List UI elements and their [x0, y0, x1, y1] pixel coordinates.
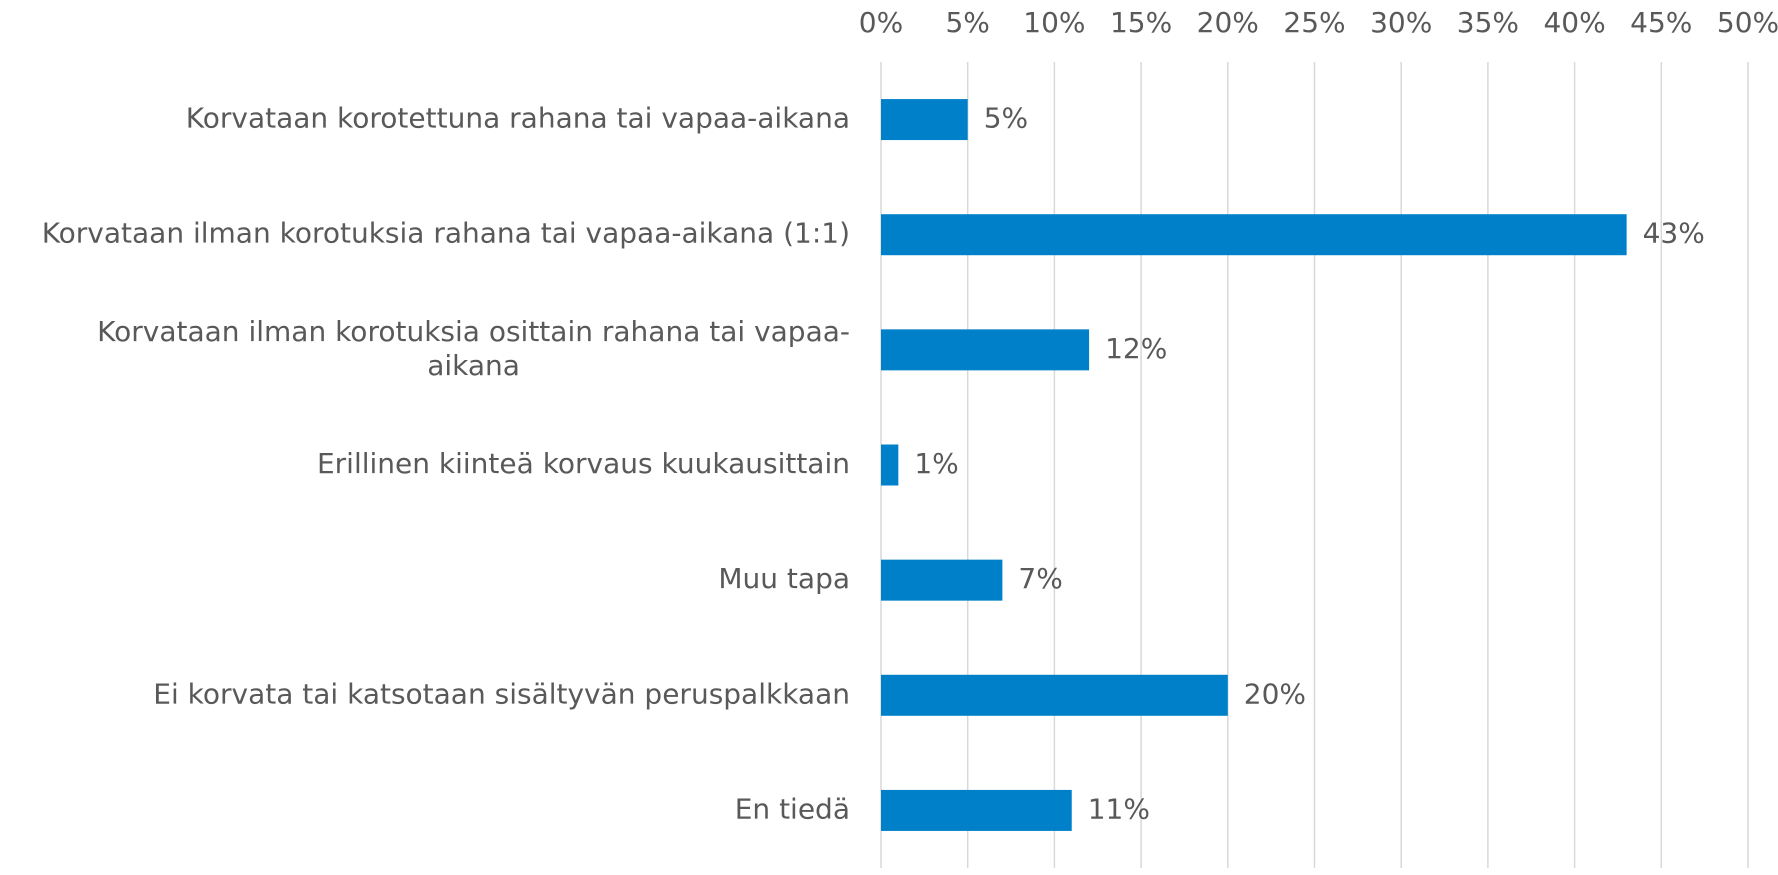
- category-label: Korvataan ilman korotuksia osittain raha…: [97, 315, 850, 382]
- x-tick-label: 15%: [1110, 6, 1172, 39]
- bar: [881, 559, 1003, 601]
- bar: [881, 214, 1627, 256]
- x-tick-label: 25%: [1283, 6, 1345, 39]
- x-tick-label: 40%: [1543, 6, 1605, 39]
- x-tick-label: 10%: [1023, 6, 1085, 39]
- category-label: Ei korvata tai katsotaan sisältyvän peru…: [153, 677, 850, 710]
- x-tick-label: 0%: [859, 6, 903, 39]
- data-label: 1%: [914, 447, 958, 480]
- x-tick-label: 35%: [1457, 6, 1519, 39]
- bar: [881, 789, 1072, 831]
- x-tick-label: 45%: [1630, 6, 1692, 39]
- data-label: 7%: [1018, 562, 1062, 595]
- data-label: 12%: [1105, 332, 1167, 365]
- bar: [881, 444, 899, 486]
- x-tick-label: 30%: [1370, 6, 1432, 39]
- x-tick-label: 5%: [945, 6, 989, 39]
- data-label: 43%: [1643, 217, 1705, 250]
- category-label: Korvataan korotettuna rahana tai vapaa-a…: [186, 102, 850, 135]
- bar: [881, 329, 1090, 371]
- data-label: 5%: [984, 102, 1028, 135]
- bar: [881, 99, 968, 141]
- data-label: 11%: [1088, 792, 1150, 825]
- x-tick-label: 20%: [1197, 6, 1259, 39]
- category-label: Erillinen kiinteä korvaus kuukausittain: [317, 447, 850, 480]
- category-label: Korvataan ilman korotuksia rahana tai va…: [42, 217, 850, 250]
- category-label: Muu tapa: [718, 562, 850, 595]
- x-tick-label: 50%: [1717, 6, 1778, 39]
- category-label: En tiedä: [735, 792, 850, 825]
- data-label: 20%: [1244, 677, 1306, 710]
- bar: [881, 674, 1228, 716]
